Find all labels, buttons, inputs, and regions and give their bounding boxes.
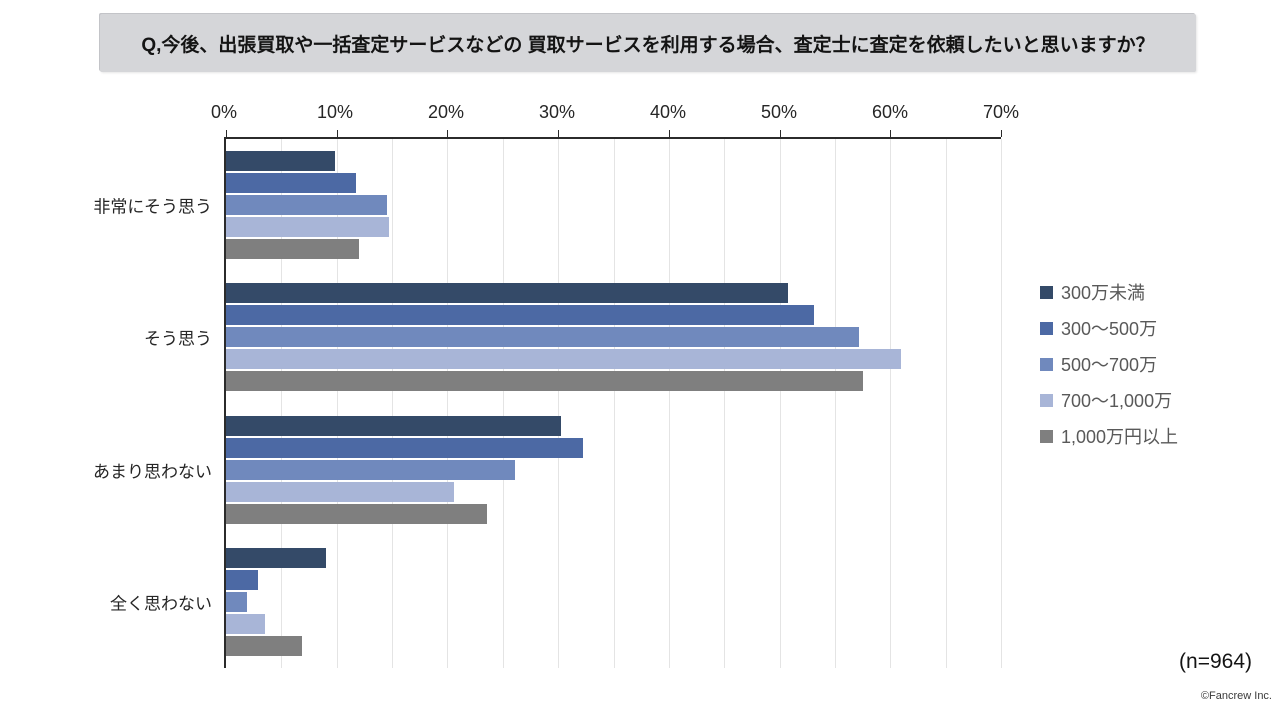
bar-group: 非常にそう思う [93,139,1001,271]
category-label: あまり思わない [93,462,212,482]
bar [226,327,860,348]
bar [226,569,259,590]
bar [226,481,455,502]
bar-group: そう思う [144,271,1001,403]
x-tick-mark [890,130,892,137]
gridline [613,139,615,668]
x-tick-label: 30% [538,102,576,122]
bar-group: あまり思わない [93,404,1001,536]
chart-title-text: Q,今後、出張買取や一括査定サービスなどの 買取サービスを利用する場合、査定士に… [141,34,1155,56]
legend-label: 1,000万円以上 [1061,427,1179,447]
gridline [668,139,670,668]
bar [226,217,389,238]
copyright-credit: ©Fancrew Inc. [1200,690,1272,702]
bar [226,591,248,612]
bar [226,547,326,568]
gridline [834,139,836,668]
x-tick-label: 70% [982,102,1020,122]
bar [226,151,335,172]
plot-area: 非常にそう思うそう思うあまり思わない全く思わない [93,130,1002,668]
gridline [447,139,449,668]
gridline [945,139,947,668]
bar-group: 全く思わない [110,536,1001,668]
gridline [336,139,338,668]
category-label: 非常にそう思う [93,197,212,217]
chart-title: Q,今後、出張買取や一括査定サービスなどの 買取サービスを利用する場合、査定士に… [100,14,1196,72]
bar [226,613,265,634]
bar [226,283,789,304]
legend-label: 700～1,000万 [1061,391,1173,411]
bar [226,437,583,458]
x-tick-mark [226,130,227,137]
legend-item: 300万未満 [1040,279,1178,305]
category-label: そう思う [144,329,212,349]
x-tick-label: 20% [427,102,465,122]
bar [226,195,387,216]
legend-swatch-icon [1040,357,1053,371]
legend-item: 1,000万円以上 [1040,423,1178,449]
gridline [502,139,504,668]
bar [226,173,356,194]
x-tick-mark [1001,130,1002,137]
bar [226,459,515,480]
bar [226,371,863,392]
legend: 300万未満 300～500万 500～700万 700～1,000万 1,000万円以… [1040,279,1178,449]
legend-label: 300万未満 [1061,283,1146,303]
x-tick-label: 60% [871,102,909,122]
legend-item: 300～500万 [1040,315,1178,341]
x-tick-mark [447,130,449,137]
x-tick-mark [668,130,670,137]
x-tick-mark [779,130,781,137]
gridline [392,139,394,668]
x-tick-mark [558,130,560,137]
legend-item: 500～700万 [1040,351,1178,377]
x-tick-mark [336,130,338,137]
gridline [724,139,726,668]
bar [226,415,562,436]
sample-size-note: (n=964) [1179,650,1252,673]
gridline [779,139,781,668]
bar [226,349,902,370]
legend-swatch-icon [1040,429,1053,443]
x-tick-label: 40% [649,102,687,122]
legend-swatch-icon [1040,393,1053,407]
x-tick-label: 0% [210,102,238,122]
bar [226,305,814,326]
legend-swatch-icon [1040,285,1053,299]
legend-swatch-icon [1040,321,1053,335]
category-label: 全く思わない [110,594,212,614]
x-tick-label: 50% [760,102,798,122]
x-axis-tick-labels: 0% 10% 20% 30% 40% 50% 60% 70% [211,102,1019,128]
legend-item: 700～1,000万 [1040,387,1178,413]
legend-label: 500～700万 [1061,355,1158,375]
gridline [281,139,283,668]
bar [226,503,488,524]
gridline [1001,139,1002,668]
gridline [890,139,892,668]
x-tick-label: 10% [316,102,354,122]
legend-label: 300～500万 [1061,319,1158,339]
bar [226,635,303,656]
gridline [558,139,560,668]
bar [226,239,359,260]
